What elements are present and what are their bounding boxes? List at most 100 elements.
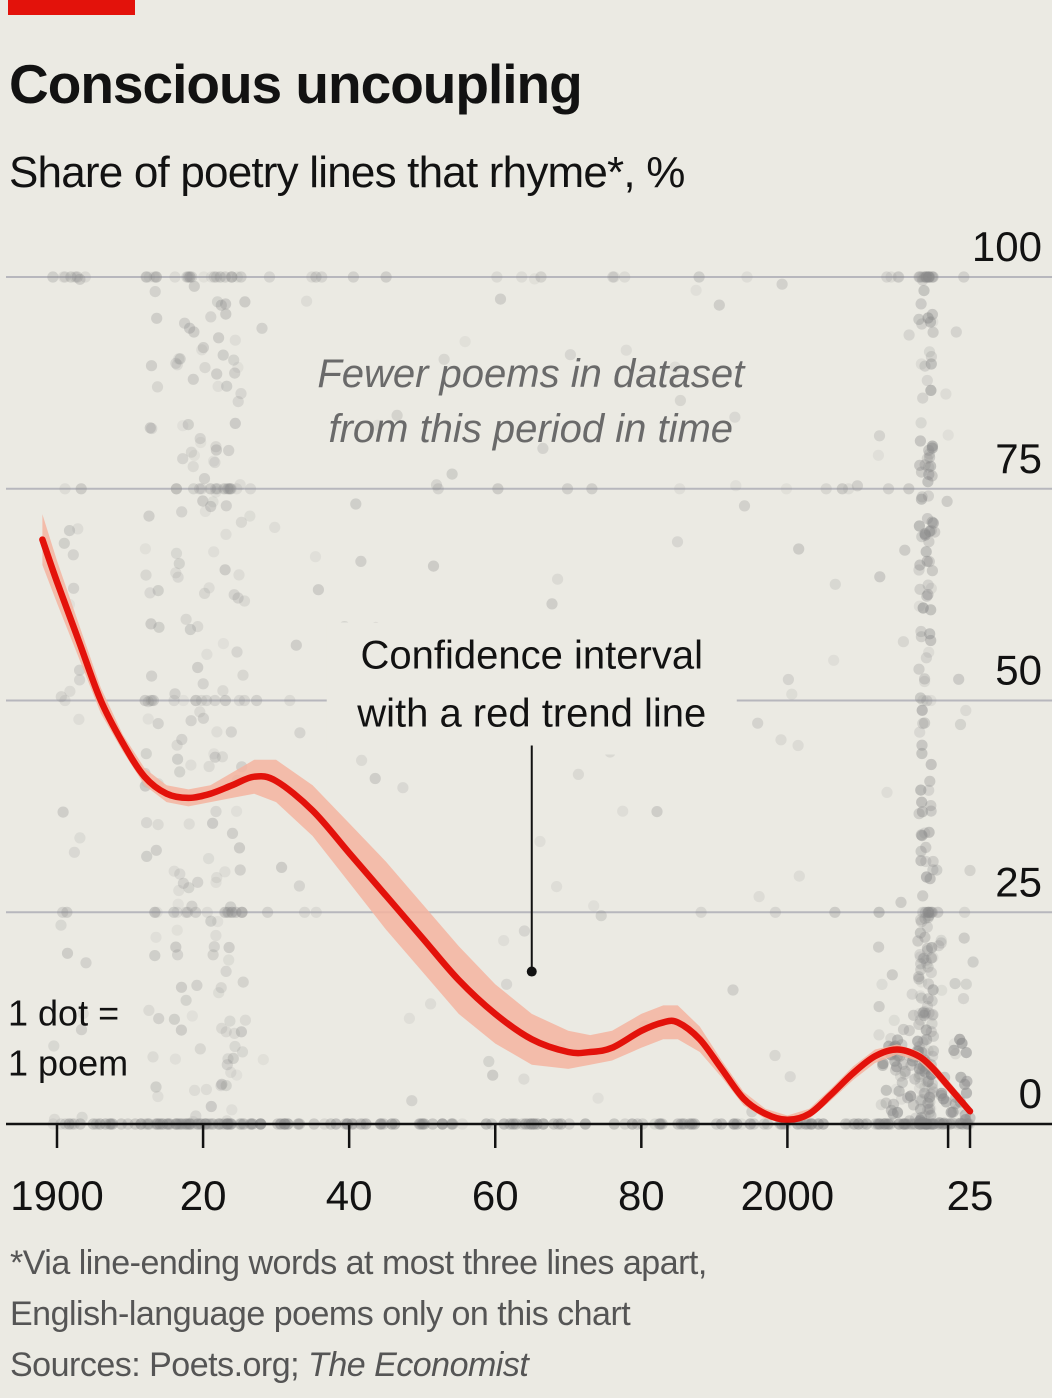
poem-dot xyxy=(180,906,192,918)
poem-dot xyxy=(150,271,162,283)
poem-dot xyxy=(915,855,927,867)
poem-dot xyxy=(220,483,232,495)
poem-dot xyxy=(220,308,232,320)
poem-dot xyxy=(836,483,848,495)
poem-dot xyxy=(244,510,256,522)
poem-dot xyxy=(896,1076,908,1089)
poem-dot xyxy=(210,444,222,456)
poem-dot xyxy=(284,694,296,707)
poem-dot xyxy=(71,271,83,283)
poem-dot xyxy=(914,459,926,471)
poem-dot xyxy=(215,299,227,311)
poem-dot xyxy=(141,271,153,283)
poem-dot xyxy=(873,906,885,918)
poem-dot xyxy=(927,951,939,963)
poem-dot xyxy=(203,760,215,773)
poem-dot xyxy=(226,827,239,840)
poem-dot xyxy=(269,521,281,533)
poem-dot xyxy=(170,357,182,369)
poem-dot xyxy=(294,727,306,739)
poem-dot xyxy=(47,271,59,283)
poem-dot xyxy=(143,510,155,522)
poem-dot xyxy=(151,381,164,393)
poem-dot xyxy=(211,368,223,380)
poem-dot xyxy=(651,806,663,818)
poem-dot xyxy=(219,271,231,283)
poem-dot xyxy=(916,318,928,330)
poem-dot xyxy=(897,1023,910,1036)
poem-dot xyxy=(152,819,164,831)
poem-dot xyxy=(58,537,70,549)
poem-dot xyxy=(263,271,276,283)
poem-dot xyxy=(925,1109,937,1122)
poem-dot xyxy=(316,271,328,283)
poem-dot xyxy=(913,971,925,983)
poem-dot xyxy=(181,271,193,283)
poem-dot xyxy=(225,483,237,495)
poem-dot xyxy=(925,634,937,647)
poem-dot xyxy=(197,678,209,690)
poem-dot xyxy=(674,394,687,407)
poem-dot xyxy=(235,388,247,400)
poem-dot xyxy=(922,476,934,488)
poem-dot xyxy=(915,466,928,478)
poem-dot xyxy=(139,543,151,555)
poem-dot xyxy=(218,483,230,495)
poem-dot xyxy=(195,436,207,449)
poem-dot xyxy=(909,1073,921,1085)
poem-dot xyxy=(922,589,934,601)
poem-dot xyxy=(917,890,929,902)
poem-dot xyxy=(960,1114,972,1126)
poem-dot xyxy=(230,906,242,918)
poem-dot xyxy=(695,906,707,918)
poem-dot xyxy=(174,766,186,778)
poem-dot xyxy=(75,483,87,495)
poem-dot xyxy=(921,555,933,567)
poem-dot xyxy=(59,483,71,495)
y-tick-label-0: 0 xyxy=(1019,1070,1042,1117)
poem-dot xyxy=(535,271,547,283)
poem-dot xyxy=(231,646,243,658)
poem-dot xyxy=(916,747,928,760)
poem-dot xyxy=(924,873,936,885)
poem-dot xyxy=(205,1100,217,1113)
poem-dot xyxy=(713,299,725,311)
poem-dot xyxy=(223,444,235,457)
poem-dot xyxy=(177,453,189,465)
poem-dot xyxy=(197,712,209,724)
poem-dot xyxy=(182,419,194,431)
poem-dot xyxy=(920,546,932,558)
poem-dot xyxy=(65,271,77,283)
sources-prefix: Sources: Poets.org; xyxy=(10,1346,309,1384)
poem-dot xyxy=(671,536,684,548)
poem-dot xyxy=(738,500,751,512)
poem-dot xyxy=(915,493,928,505)
poem-dot xyxy=(262,906,274,918)
y-tick-label-50: 50 xyxy=(995,647,1042,694)
poem-dot xyxy=(905,1090,917,1102)
poem-dot xyxy=(151,312,163,324)
poem-dot xyxy=(170,483,183,495)
poem-dot xyxy=(915,829,927,841)
poem-dot xyxy=(501,978,513,990)
poem-dot xyxy=(620,344,632,356)
poem-dot xyxy=(184,623,196,636)
poem-dot xyxy=(926,470,938,482)
poem-dot xyxy=(210,805,222,818)
poem-dot xyxy=(925,952,938,964)
poem-dot xyxy=(923,444,935,456)
poem-dot xyxy=(780,483,793,495)
poem-dot xyxy=(220,528,232,540)
poem-dot xyxy=(927,1045,940,1057)
poem-dot xyxy=(921,513,934,525)
poem-dot xyxy=(919,912,931,925)
poem-dot xyxy=(921,1000,934,1012)
poem-dot xyxy=(872,449,885,461)
poem-dot xyxy=(190,694,202,707)
sources-line: Sources: Poets.org; The Economist xyxy=(10,1340,707,1391)
poem-dot xyxy=(61,947,74,959)
poem-dot xyxy=(914,1103,927,1115)
poem-dot xyxy=(217,685,229,697)
poem-dot xyxy=(371,419,383,431)
poem-dot xyxy=(226,906,238,918)
